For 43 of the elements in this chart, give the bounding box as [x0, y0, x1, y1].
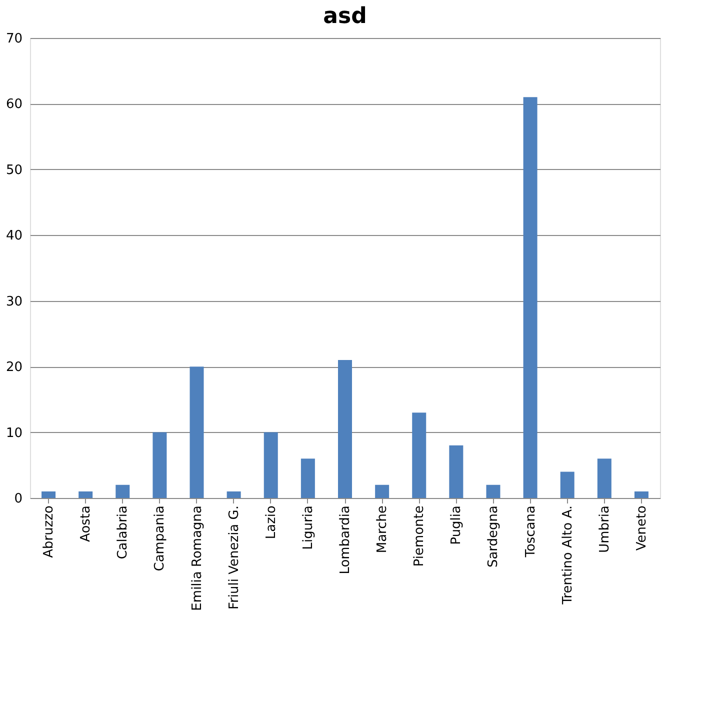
bar: [226, 491, 241, 498]
x-tick-label: Lazio: [264, 505, 279, 540]
y-tick-label: 20: [6, 360, 22, 376]
x-tick-label: Campania: [152, 506, 168, 572]
bar: [486, 484, 500, 498]
bar: [412, 412, 426, 498]
bar: [560, 472, 574, 498]
bar: [449, 445, 464, 498]
x-tick-label: Aosta: [78, 506, 94, 542]
bar: [338, 360, 352, 498]
bar: [634, 491, 648, 498]
x-tick-label: Sardegna: [486, 506, 502, 568]
x-tick-label: Toscana: [523, 506, 538, 558]
x-tick-label: Calabria: [116, 506, 131, 560]
bar: [190, 366, 204, 498]
bar: [264, 432, 278, 498]
x-tick-label: Puglia: [449, 506, 464, 545]
x-tick-label: Trentino Alto A.: [560, 506, 576, 606]
x-tick-label: Emilia Romagna: [190, 506, 205, 611]
y-tick-label: 60: [6, 97, 22, 112]
x-tick-label: Friuli Venezia G.: [226, 506, 242, 610]
bar: [152, 432, 167, 498]
chart-title: asd: [323, 4, 367, 29]
y-tick-label: 70: [6, 32, 22, 46]
bar: [42, 491, 56, 498]
y-tick-label: 50: [6, 162, 22, 178]
x-tick-label: Marche: [375, 506, 390, 554]
y-tick-label: 40: [6, 228, 22, 244]
x-tick-label: Piemonte: [412, 506, 428, 567]
bar: [523, 97, 538, 498]
bar: [300, 458, 315, 498]
y-tick-label: 10: [6, 426, 22, 441]
x-tick-label: Umbria: [597, 506, 612, 553]
bar: [116, 484, 130, 498]
x-tick-label: Veneto: [634, 505, 650, 551]
y-tick-label: 30: [6, 294, 22, 310]
bar: [375, 484, 390, 498]
x-tick-label: Liguria: [300, 506, 316, 550]
bar: [597, 458, 612, 498]
bar: [78, 491, 93, 498]
x-tick-label: Lombardia: [338, 506, 353, 574]
y-tick-label: 0: [14, 492, 22, 506]
x-tick-label: Abruzzo: [42, 505, 57, 558]
